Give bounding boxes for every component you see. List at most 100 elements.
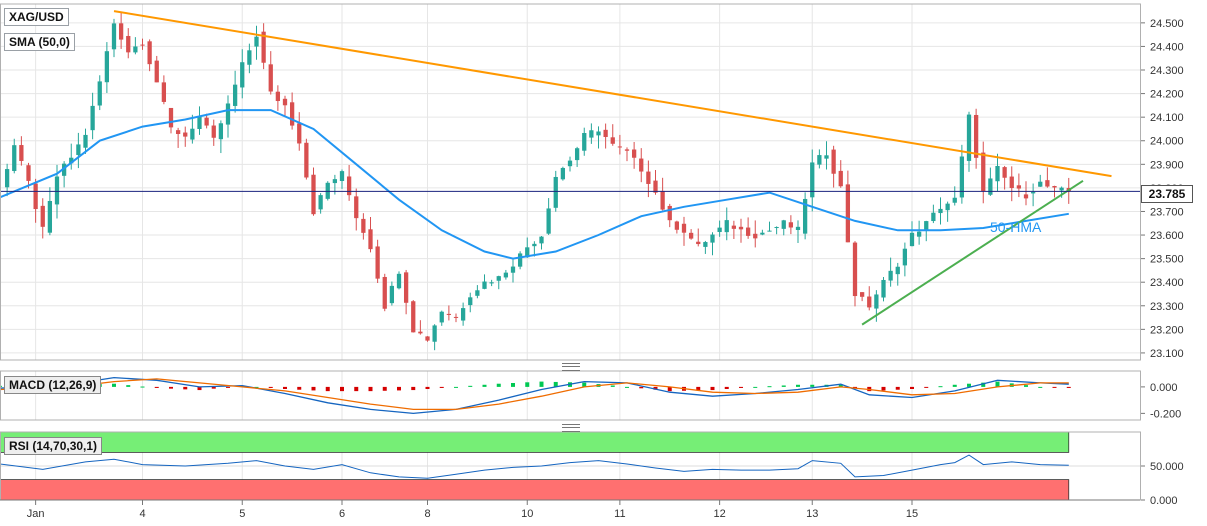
candle-body <box>717 227 722 232</box>
candle-body <box>1016 185 1022 189</box>
y-tick-label: 23.700 <box>1150 206 1184 218</box>
macd-histogram-bar <box>696 386 701 391</box>
rsi-label: RSI (14,70,30,1) <box>4 437 103 455</box>
candle-body <box>304 142 309 178</box>
macd-histogram-bar <box>724 386 729 390</box>
candle-body <box>995 165 1000 182</box>
macd-histogram-bar <box>667 386 672 392</box>
candle-body <box>959 156 965 198</box>
candle-body <box>382 276 387 309</box>
y-tick-label: 0.000 <box>1150 382 1178 394</box>
candle-body <box>795 226 801 230</box>
macd-histogram-bar <box>1052 386 1057 388</box>
candle-body <box>396 273 402 289</box>
candle-body <box>453 316 459 318</box>
macd-histogram-bar <box>140 386 145 388</box>
candle-body <box>418 331 423 334</box>
candle-body <box>902 248 908 266</box>
candle-body <box>332 179 338 184</box>
macd-histogram-bar <box>895 386 900 390</box>
candle-body <box>831 149 836 174</box>
macd-label: MACD (12,26,9) <box>4 376 102 394</box>
panel-resize-handle[interactable] <box>562 363 580 371</box>
macd-histogram-bar <box>197 386 202 391</box>
candle-body <box>874 294 879 309</box>
candle-body <box>325 182 330 199</box>
candle-body <box>724 220 729 233</box>
macd-histogram-bar <box>454 386 458 388</box>
candle-body <box>881 279 886 298</box>
candle-body <box>916 231 922 237</box>
candle-body <box>624 149 630 151</box>
x-tick-label: 8 <box>424 508 430 520</box>
candle-body <box>810 162 815 198</box>
candle-body <box>403 272 409 303</box>
candle-body <box>439 311 444 323</box>
candle-body <box>354 196 359 219</box>
candle-body <box>589 130 594 138</box>
macd-histogram-bar <box>910 386 914 390</box>
candle-body <box>924 221 929 230</box>
candle-body <box>1052 186 1057 188</box>
candle-body <box>639 158 644 172</box>
candle-body <box>731 225 737 229</box>
macd-histogram-bar <box>311 386 316 391</box>
rsi-line <box>0 454 1069 479</box>
candle-body <box>4 169 10 188</box>
x-tick-label: 13 <box>806 508 818 520</box>
candle-body <box>567 160 573 167</box>
candle-body <box>931 212 936 222</box>
macd-histogram-bar <box>226 386 230 388</box>
y-tick-label: 0.000 <box>1150 495 1178 507</box>
candle-body <box>496 276 501 281</box>
candle-body <box>432 325 437 342</box>
candle-body <box>525 247 530 258</box>
candle-body <box>375 246 380 279</box>
candle-body <box>275 91 281 102</box>
candle-body <box>888 270 893 281</box>
candle-body <box>240 62 245 88</box>
candle-body <box>681 223 687 233</box>
y-tick-label: -0.200 <box>1150 408 1181 420</box>
candle-body <box>945 203 950 211</box>
candle-body <box>183 132 188 137</box>
macd-line <box>0 376 1069 415</box>
macd-histogram-bar <box>368 386 373 392</box>
macd-histogram-bar <box>482 384 487 387</box>
candle-body <box>582 132 587 151</box>
candle-body <box>268 64 273 92</box>
candle-body <box>859 292 865 297</box>
candle-body <box>738 226 744 230</box>
candle-body <box>40 205 45 227</box>
candle-body <box>895 266 900 275</box>
candlesticks <box>4 12 1071 351</box>
macd-histogram-bar <box>967 383 971 387</box>
candle-body <box>703 242 708 247</box>
y-tick-label: 23.300 <box>1150 301 1184 313</box>
hma-annotation: 50-HMA <box>990 219 1042 235</box>
panel-resize-handle[interactable] <box>562 424 580 432</box>
y-tick-label: 50.000 <box>1150 461 1184 473</box>
x-tick-label: 4 <box>139 508 145 520</box>
candle-body <box>696 241 701 245</box>
support-trendline <box>861 179 1084 326</box>
x-tick-label: 10 <box>521 508 533 520</box>
macd-histogram-bar <box>753 386 758 388</box>
candle-body <box>774 227 779 229</box>
y-tick-label: 23.200 <box>1150 324 1184 336</box>
candle-body <box>232 84 238 106</box>
x-tick-label: 15 <box>906 508 918 520</box>
rsi-bands <box>0 431 1070 501</box>
macd-histogram-bar <box>553 381 558 387</box>
candle-body <box>1002 167 1007 178</box>
macd-histogram-bar <box>112 383 116 387</box>
macd-histogram-bar <box>340 386 344 392</box>
candle-body <box>867 296 872 308</box>
y-tick-label: 24.200 <box>1150 89 1184 101</box>
candle-body <box>909 232 915 247</box>
macd-histogram-bar <box>511 383 515 387</box>
macd-histogram-bar <box>496 383 501 387</box>
candle-body <box>140 44 145 46</box>
candle-body <box>852 242 858 297</box>
